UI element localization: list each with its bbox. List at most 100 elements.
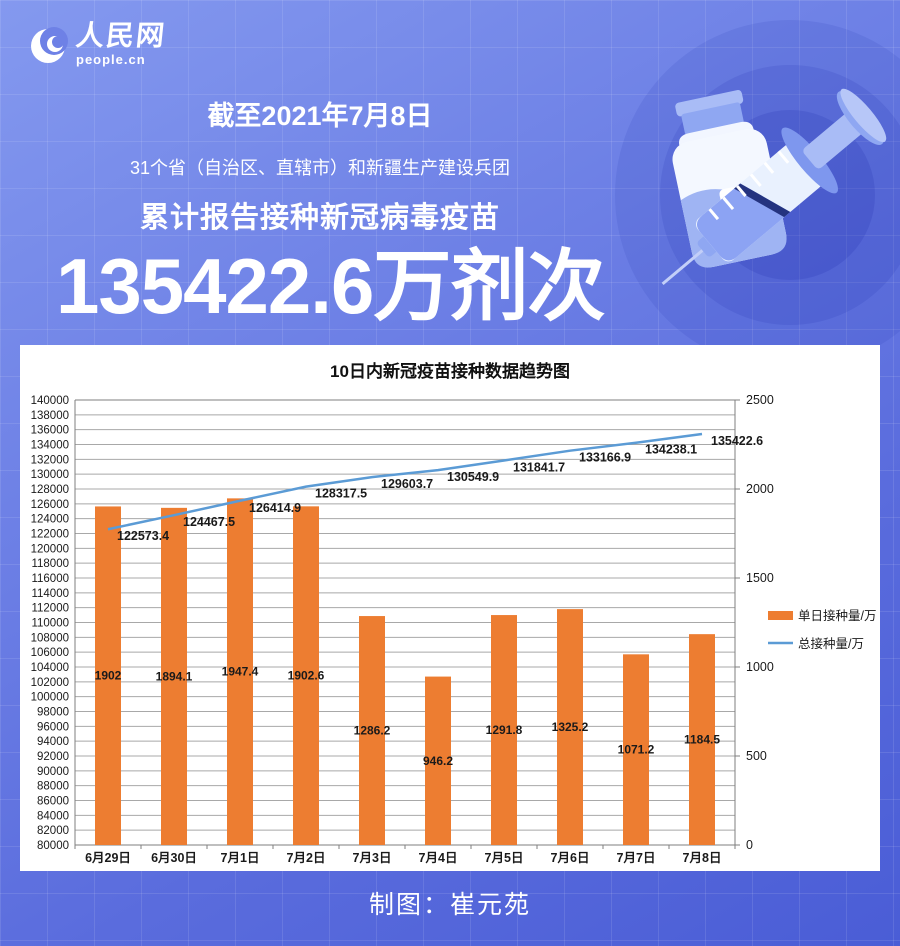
svg-text:131841.7: 131841.7 (513, 461, 565, 475)
svg-text:124000: 124000 (31, 514, 69, 526)
bar-7月7日 (623, 654, 649, 845)
svg-text:120000: 120000 (31, 543, 69, 555)
svg-text:116000: 116000 (31, 573, 69, 585)
svg-text:80000: 80000 (37, 840, 69, 852)
svg-text:7月6日: 7月6日 (551, 851, 590, 865)
legend-bar-swatch (768, 611, 793, 620)
vaccine-illustration (661, 88, 887, 285)
people-cn-logo-icon (31, 27, 68, 63)
x-axis-ticks (74, 845, 736, 849)
svg-text:126414.9: 126414.9 (249, 501, 301, 515)
legend-line-label: 总接种量/万 (798, 636, 864, 651)
svg-text:122000: 122000 (31, 529, 69, 541)
bar-6月29日 (95, 506, 121, 845)
svg-text:1902: 1902 (95, 669, 122, 683)
svg-text:7月7日: 7月7日 (617, 851, 656, 865)
svg-text:138000: 138000 (31, 410, 69, 422)
svg-text:134238.1: 134238.1 (645, 443, 697, 457)
svg-text:135422.6: 135422.6 (711, 434, 763, 448)
svg-text:112000: 112000 (31, 603, 69, 615)
bar-7月4日 (425, 676, 451, 845)
svg-text:102000: 102000 (31, 677, 69, 689)
bar-data-labels: 1902 1894.1 1947.4 1902.6 1286.2 946.2 1291.8 1… (95, 665, 721, 768)
svg-text:1902.6: 1902.6 (288, 669, 325, 683)
svg-text:126000: 126000 (31, 499, 69, 511)
svg-text:92000: 92000 (37, 751, 69, 763)
svg-text:133166.9: 133166.9 (579, 451, 631, 465)
left-axis-labels: 80000 82000 84000 86000 88000 90000 92000 94000… (31, 395, 69, 852)
right-axis-labels: 0 500 1000 1500 2000 2500 (735, 393, 774, 852)
bar-7月3日 (359, 616, 385, 845)
logo-english-text: people.cn (76, 52, 146, 67)
bar-7月5日 (491, 615, 517, 845)
svg-text:1291.8: 1291.8 (486, 723, 523, 737)
bar-7月6日 (557, 609, 583, 845)
x-axis-labels: 6月29日 6月30日 7月1日 7月2日 7月3日 7月4日 7月5日 7月6日 7月7日 7月… (85, 851, 721, 865)
svg-text:128000: 128000 (31, 484, 69, 496)
svg-text:110000: 110000 (31, 618, 69, 630)
svg-text:108000: 108000 (31, 632, 69, 644)
svg-text:82000: 82000 (37, 825, 69, 837)
credit-line: 制图：崔元苑 (368, 891, 531, 919)
people-cn-logo: 人民网 people.cn (28, 21, 168, 68)
bar-6月30日 (161, 507, 187, 845)
svg-text:106000: 106000 (31, 647, 69, 659)
svg-text:946.2: 946.2 (423, 754, 453, 768)
bar-7月2日 (293, 506, 319, 845)
svg-text:2000: 2000 (746, 482, 774, 496)
svg-text:1325.2: 1325.2 (552, 720, 589, 734)
syringe-icon (661, 88, 887, 285)
svg-text:6月30日: 6月30日 (151, 851, 197, 865)
subject-line: 累计报告接种新冠病毒疫苗 (139, 202, 500, 234)
svg-text:7月2日: 7月2日 (287, 851, 326, 865)
svg-text:100000: 100000 (31, 692, 69, 704)
svg-text:500: 500 (746, 749, 767, 763)
svg-text:1500: 1500 (746, 571, 774, 585)
svg-text:98000: 98000 (37, 707, 69, 719)
svg-text:1947.4: 1947.4 (222, 665, 259, 679)
svg-text:96000: 96000 (37, 721, 69, 733)
svg-text:122573.4: 122573.4 (117, 529, 169, 543)
svg-text:2500: 2500 (746, 393, 774, 407)
svg-text:0: 0 (746, 838, 753, 852)
scope-line: 31个省（自治区、直辖市）和新疆生产建设兵团 (129, 158, 511, 178)
svg-text:140000: 140000 (31, 395, 69, 407)
svg-text:1184.5: 1184.5 (684, 733, 720, 747)
svg-text:7月1日: 7月1日 (221, 851, 260, 865)
svg-text:104000: 104000 (31, 662, 69, 674)
svg-text:84000: 84000 (37, 810, 69, 822)
svg-text:136000: 136000 (31, 425, 69, 437)
chart-title: 10日内新冠疫苗接种数据趋势图 (330, 362, 570, 381)
bars-series (95, 498, 715, 845)
svg-text:130549.9: 130549.9 (447, 470, 499, 484)
svg-text:7月5日: 7月5日 (485, 851, 524, 865)
svg-text:1071.2: 1071.2 (618, 743, 655, 757)
line-data-labels: 122573.4 124467.5 126414.9 128317.5 129603.7… (117, 434, 763, 543)
svg-text:6月29日: 6月29日 (85, 851, 131, 865)
svg-text:128317.5: 128317.5 (315, 487, 367, 501)
svg-text:132000: 132000 (31, 454, 69, 466)
svg-text:7月3日: 7月3日 (353, 851, 392, 865)
svg-text:7月8日: 7月8日 (683, 851, 722, 865)
bar-7月1日 (227, 498, 253, 845)
logo-chinese-text: 人民网 (74, 21, 168, 52)
svg-text:134000: 134000 (31, 440, 69, 452)
svg-text:124467.5: 124467.5 (183, 515, 235, 529)
svg-text:86000: 86000 (37, 796, 69, 808)
svg-text:1286.2: 1286.2 (354, 724, 391, 738)
trend-chart: 80000 82000 84000 86000 88000 90000 92000 94000… (31, 393, 877, 865)
svg-text:130000: 130000 (31, 469, 69, 481)
headline-total-doses: 135422.6万剂次 (56, 242, 605, 330)
svg-text:7月4日: 7月4日 (419, 851, 458, 865)
line-series (107, 432, 703, 531)
header-block: 截至2021年7月8日 31个省（自治区、直辖市）和新疆生产建设兵团 累计报告接… (20, 94, 620, 236)
svg-text:114000: 114000 (31, 588, 69, 600)
legend-bar-label: 单日接种量/万 (798, 608, 876, 623)
chart-panel: 10日内新冠疫苗接种数据趋势图 80000 82000 84000 86000 8800… (20, 345, 880, 871)
bar-7月8日 (689, 634, 715, 845)
svg-text:1894.1: 1894.1 (156, 669, 193, 683)
svg-text:94000: 94000 (37, 736, 69, 748)
svg-text:129603.7: 129603.7 (381, 477, 433, 491)
